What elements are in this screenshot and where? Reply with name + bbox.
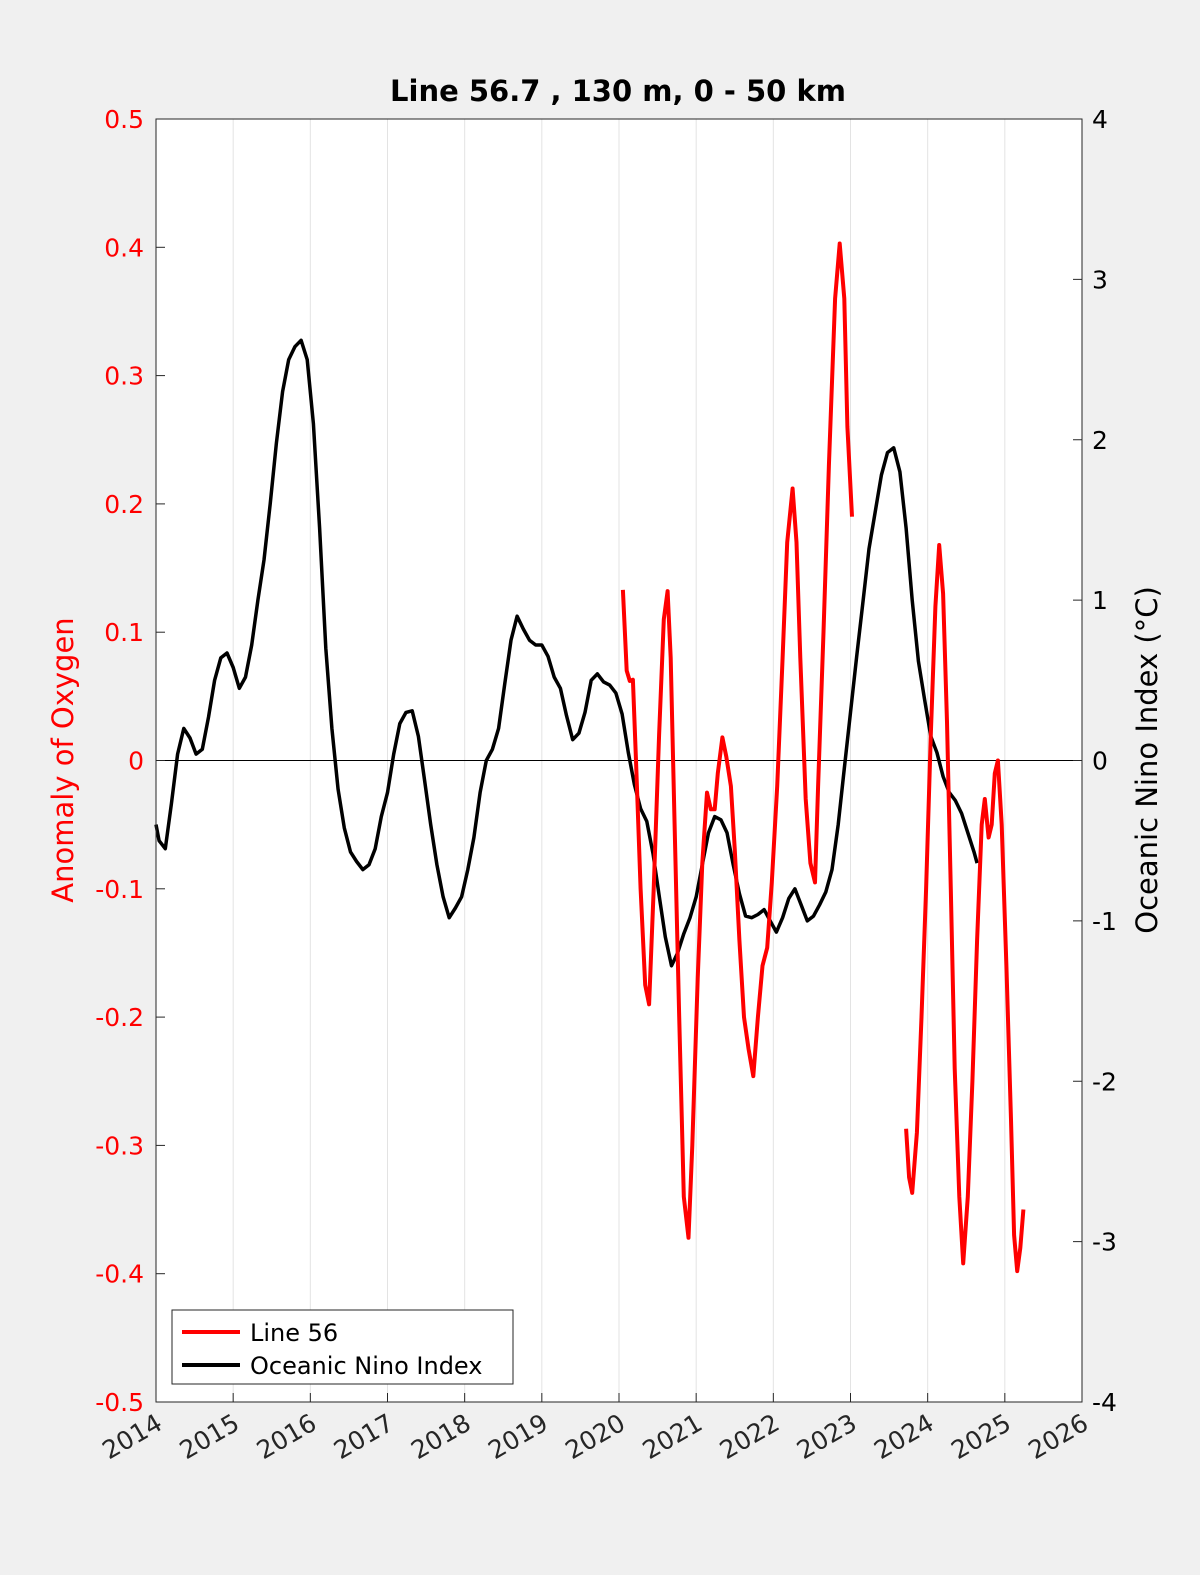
y-left-tick-label: -0.3 <box>95 1131 144 1160</box>
y-right-tick-label: -1 <box>1092 907 1117 936</box>
legend-label-line56: Line 56 <box>250 1319 338 1347</box>
y-left-tick-label: -0.1 <box>95 875 144 904</box>
y-left-tick-label: -0.5 <box>95 1388 144 1417</box>
series-layer <box>154 241 1026 1274</box>
series-line-oceanic-nino-index <box>154 338 979 968</box>
y-right-tick-label: -2 <box>1092 1067 1117 1096</box>
chart-title: Line 56.7 , 130 m, 0 - 50 km <box>390 74 846 108</box>
y-right-tick-label: 2 <box>1092 426 1108 455</box>
y-right-tick-label: -4 <box>1092 1388 1117 1417</box>
y-right-tick-label: -3 <box>1092 1228 1117 1257</box>
y-left-tick-label: 0.4 <box>104 233 144 262</box>
y-right-tick-label: 4 <box>1092 105 1108 134</box>
y-left-tick-label: -0.4 <box>95 1260 144 1289</box>
y-left-tick-label: 0 <box>128 747 144 776</box>
y-left-tick-label: -0.2 <box>95 1003 144 1032</box>
series-line-line56-segment-1 <box>620 241 854 1240</box>
y-left-tick-label: 0.1 <box>104 618 144 647</box>
legend: Line 56 Oceanic Nino Index <box>171 1309 514 1385</box>
y-axis-label-right: Oceanic Nino Index (°C) <box>1130 586 1164 934</box>
y-left-tick-label: 0.5 <box>104 105 144 134</box>
y-left-tick-label: 0.2 <box>104 490 144 519</box>
series-line-line56-segment-2 <box>904 543 1026 1274</box>
y-left-tick-label: 0.3 <box>104 362 144 391</box>
y-right-tick-label: 0 <box>1092 747 1108 776</box>
legend-label-oni: Oceanic Nino Index <box>250 1352 482 1380</box>
y-axis-label-left: Anomaly of Oxygen <box>46 617 80 902</box>
y-right-tick-label: 3 <box>1092 265 1108 294</box>
legend-box <box>171 1309 514 1385</box>
y-right-tick-label: 1 <box>1092 586 1108 615</box>
